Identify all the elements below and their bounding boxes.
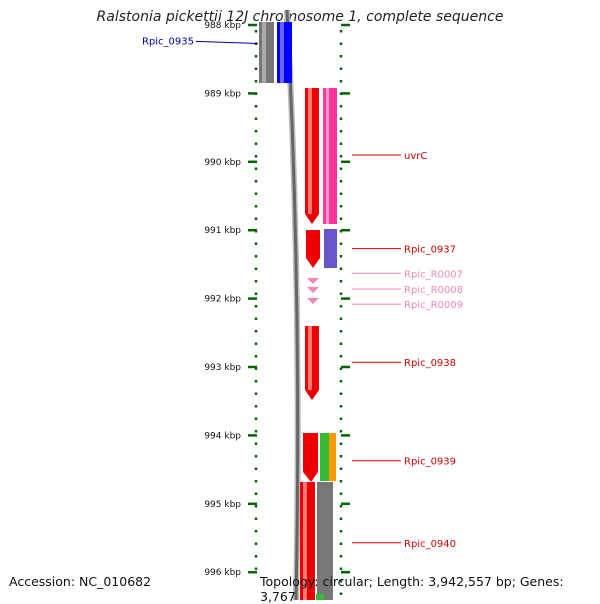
gene-gray-top <box>259 22 274 83</box>
gene-label-rpic-0940[interactable]: Rpic_0940 <box>404 539 456 550</box>
gene-gray-top-highlight <box>262 22 266 83</box>
gene-green-cds <box>320 433 329 481</box>
axis-tick-label: 992 kbp <box>204 295 241 305</box>
axis-tick-label: 990 kbp <box>204 158 241 168</box>
gene-label-rpic-0938[interactable]: Rpic_0938 <box>404 358 456 369</box>
gene-rpic-0937[interactable] <box>306 230 320 268</box>
trna-rpic-r0008[interactable] <box>307 287 319 293</box>
gene-rpic-0939[interactable] <box>303 433 318 482</box>
gene-rpic-0935[interactable] <box>277 22 292 83</box>
gene-orange-cds <box>329 433 336 481</box>
map-title: Ralstonia pickettii 12J chromosome 1, co… <box>96 9 504 25</box>
gene-pink-cds <box>323 88 337 224</box>
gene-green-bottom <box>316 594 324 600</box>
gene-label-rpic-r0009[interactable]: Rpic_R0009 <box>404 300 463 311</box>
gene-rpic-0940-highlight <box>303 482 307 600</box>
gene-gray-bottom <box>317 482 333 600</box>
gene-label-rpic-r0007[interactable]: Rpic_R0007 <box>404 269 463 280</box>
gene-purple-cds <box>324 229 337 268</box>
gene-rpic-0935-highlight <box>280 22 284 83</box>
gene-label-rpic-0937[interactable]: Rpic_0937 <box>404 245 456 256</box>
gene-label-rpic-0935[interactable]: Rpic_0935 <box>142 36 194 47</box>
axis-tick-label: 996 kbp <box>204 568 241 578</box>
gene-rpic-0938-highlight <box>308 326 312 390</box>
gene-label-rpic-0939[interactable]: Rpic_0939 <box>404 457 456 468</box>
axis-tick-label: 995 kbp <box>204 500 241 510</box>
axis-tick-label: 988 kbp <box>204 21 241 31</box>
trna-rpic-r0007[interactable] <box>307 278 319 284</box>
axis-tick-label: 991 kbp <box>204 226 241 236</box>
axis-tick-label: 994 kbp <box>204 431 241 441</box>
gene-label-rpic-r0008[interactable]: Rpic_R0008 <box>404 285 463 296</box>
gene-label-uvrc[interactable]: uvrC <box>404 151 427 162</box>
gene-uvrc-highlight <box>308 88 312 214</box>
gene-label-leader <box>195 40 259 44</box>
axis-tick-label: 989 kbp <box>204 89 241 99</box>
accession-text: Accession: NC_010682 <box>9 574 152 589</box>
axis-tick-label: 993 kbp <box>204 363 241 373</box>
chromosome-backbone <box>285 9 300 600</box>
trna-rpic-r0009[interactable] <box>307 298 319 304</box>
gene-pink-cds-highlight <box>326 88 329 224</box>
